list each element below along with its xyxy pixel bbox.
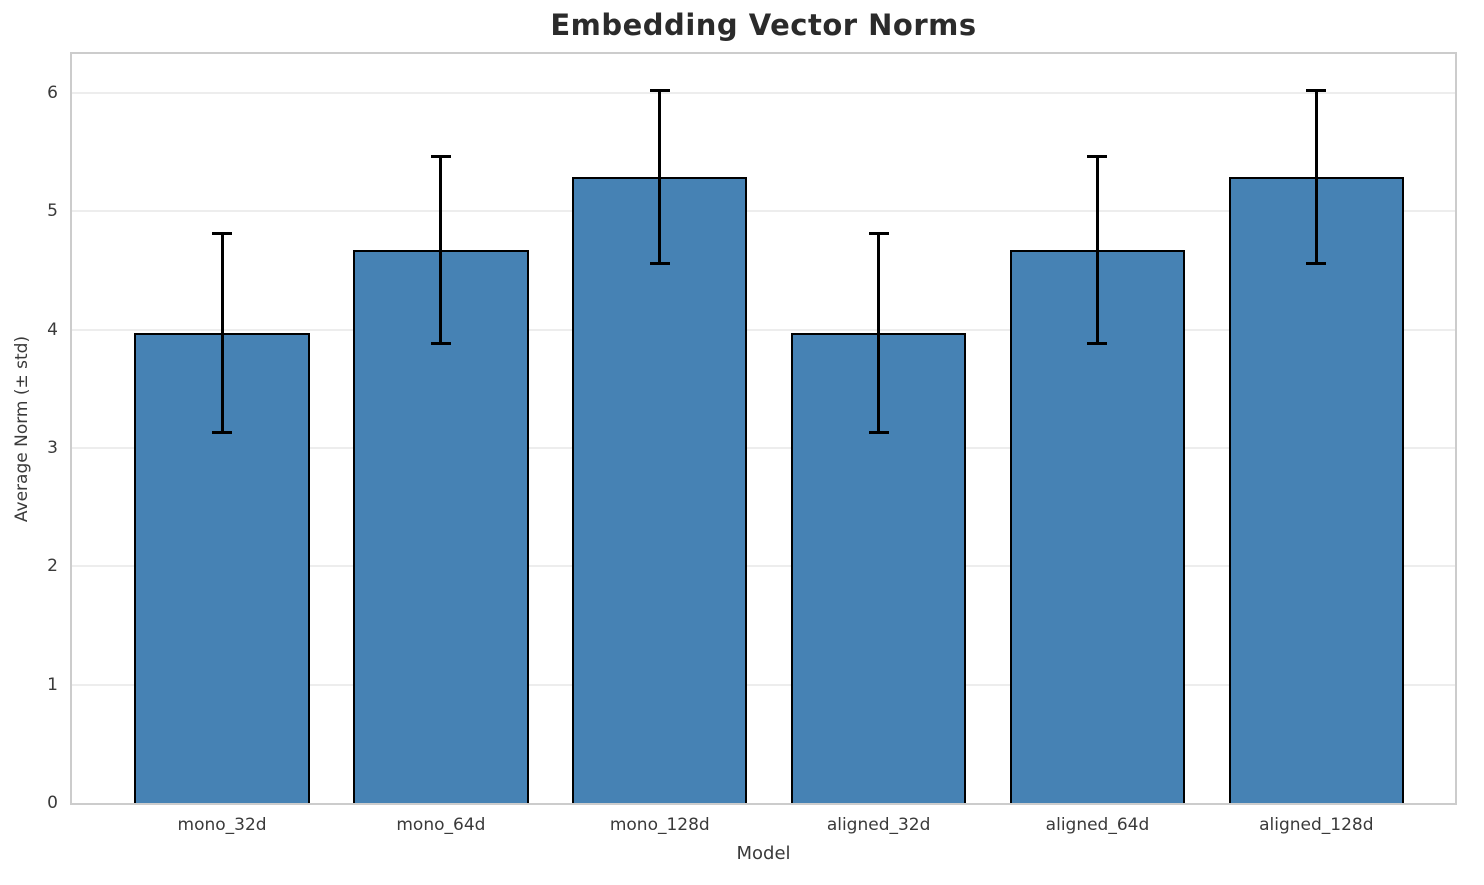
plot-area: 0 1 2 3 4 5 6 mono_32d mono_64d mono_128d aligned_… xyxy=(47,52,1457,835)
error-bar-aligned_64d xyxy=(1095,156,1099,344)
bar-mono_128d xyxy=(572,177,748,803)
error-cap-bottom-aligned_128d xyxy=(1306,261,1327,265)
y-axis-label-text: Average Norm (± std) xyxy=(12,335,32,522)
error-bar-aligned_128d xyxy=(1314,90,1318,264)
gridline xyxy=(72,565,1455,568)
error-cap-bottom-aligned_32d xyxy=(868,431,889,435)
error-cap-top-aligned_32d xyxy=(868,232,889,236)
y-tick-label: 5 xyxy=(47,201,58,222)
error-cap-top-aligned_128d xyxy=(1306,89,1327,93)
error-bar-aligned_32d xyxy=(877,233,881,433)
y-tick-label: 3 xyxy=(47,438,58,459)
error-cap-bottom-mono_64d xyxy=(430,342,451,346)
gridline xyxy=(72,92,1455,95)
y-tick-label: 4 xyxy=(47,319,58,340)
y-tick-label: 0 xyxy=(47,793,58,813)
error-cap-bottom-mono_128d xyxy=(649,261,670,265)
x-tick-label: mono_128d xyxy=(609,815,710,835)
y-tick-label: 2 xyxy=(47,556,58,577)
error-bar-mono_64d xyxy=(439,156,443,344)
y-tick-label: 6 xyxy=(47,83,58,104)
error-cap-top-mono_128d xyxy=(649,89,670,93)
error-cap-top-mono_64d xyxy=(430,155,451,159)
bar-mono_32d xyxy=(134,333,310,803)
error-cap-top-mono_32d xyxy=(212,232,233,236)
x-tick-label: mono_64d xyxy=(396,815,486,835)
error-cap-top-aligned_64d xyxy=(1087,155,1108,159)
gridline xyxy=(72,683,1455,686)
error-cap-bottom-aligned_64d xyxy=(1087,342,1108,346)
error-cap-bottom-mono_32d xyxy=(212,431,233,435)
error-bar-mono_128d xyxy=(658,90,662,264)
chart-title: Embedding Vector Norms xyxy=(550,8,977,42)
error-bar-mono_32d xyxy=(220,233,224,433)
bar-aligned_128d xyxy=(1228,177,1405,803)
gridline xyxy=(72,447,1455,450)
x-tick-label: aligned_32d xyxy=(826,815,931,835)
x-tick-label: aligned_128d xyxy=(1259,815,1374,835)
x-axis-label: Model xyxy=(736,843,791,864)
x-tick-label: mono_32d xyxy=(177,815,267,835)
y-tick-label: 1 xyxy=(47,674,58,695)
gridline xyxy=(72,328,1455,331)
gridline xyxy=(72,210,1455,213)
x-tick-label: aligned_64d xyxy=(1045,815,1150,835)
